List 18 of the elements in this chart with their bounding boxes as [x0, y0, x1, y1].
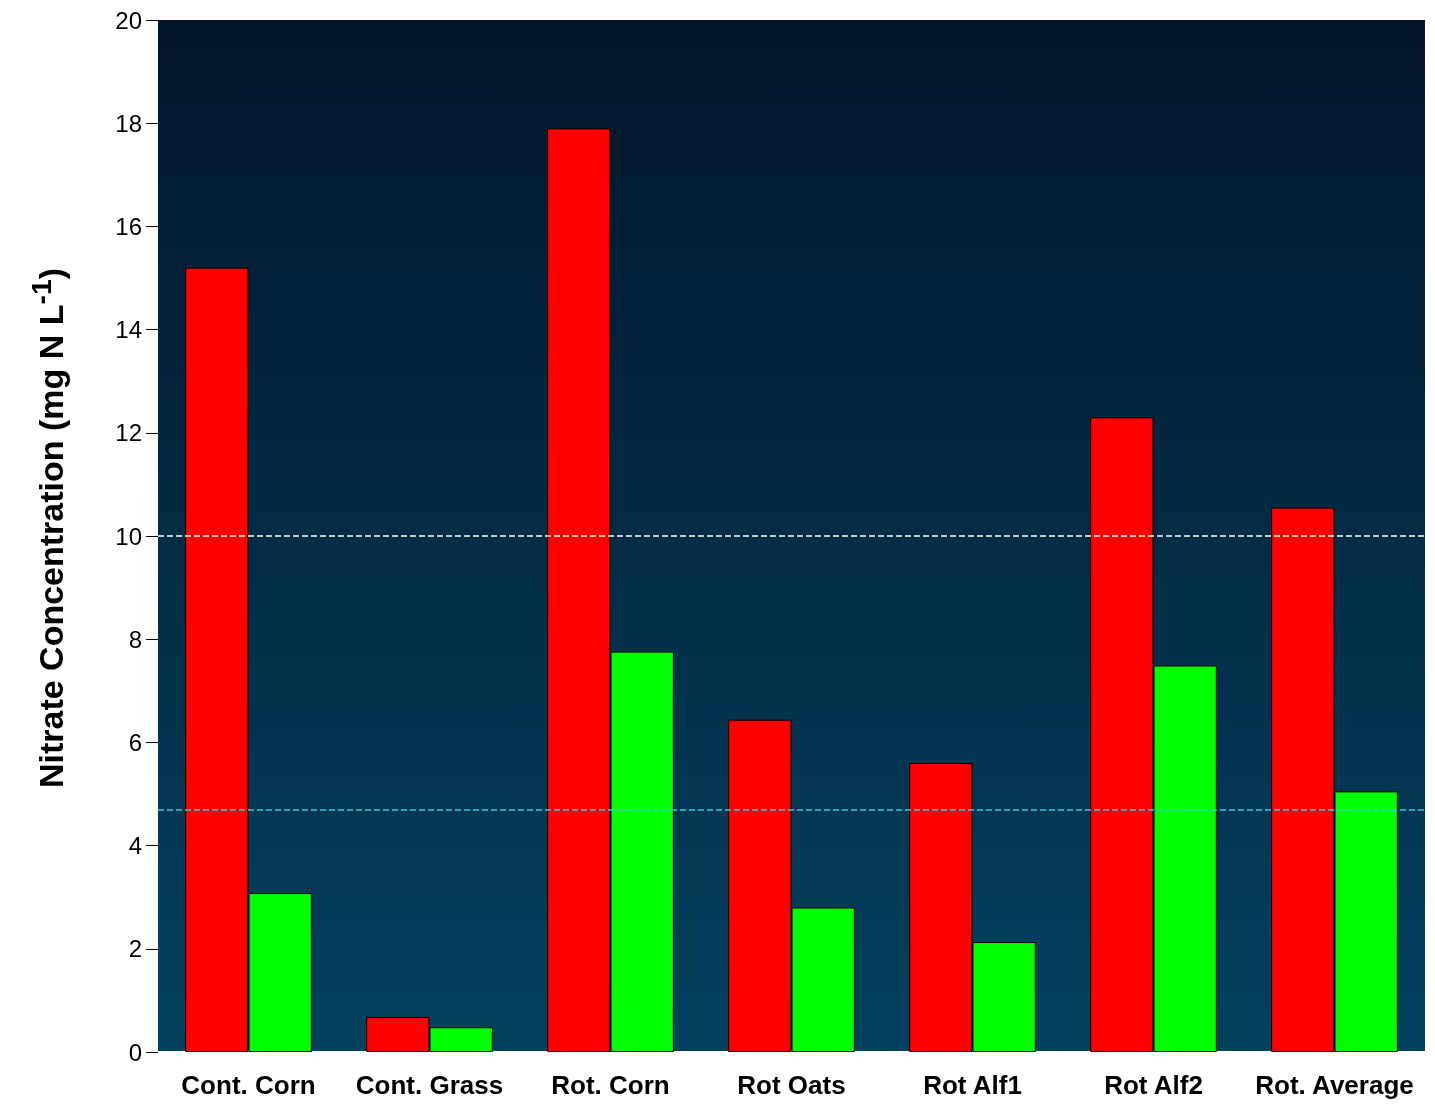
y-tick-label: 10 [115, 522, 142, 550]
x-tick-label: Rot Alf2 [1104, 1070, 1203, 1100]
y-tick-label: 18 [115, 109, 142, 137]
y-tick-label: 14 [115, 316, 142, 344]
x-tick-label: Cont. Grass [355, 1070, 504, 1100]
x-tick-label: Rot Oats [737, 1070, 846, 1100]
y-tick-label: 2 [128, 935, 142, 963]
x-tick-label: Cont. Corn [181, 1070, 316, 1100]
x-tick-label: Rot Alf1 [923, 1070, 1022, 1100]
x-tick-label: Rot. Average [1255, 1070, 1414, 1100]
y-tick-label: 8 [128, 625, 142, 653]
y-tick-label: 16 [115, 212, 142, 240]
y-tick-label: 20 [115, 6, 142, 34]
y-tick-label: 6 [128, 728, 142, 756]
y-tick-label: 12 [115, 419, 142, 447]
y-tick-label: 0 [128, 1038, 142, 1066]
x-tick-label: Rot. Corn [551, 1070, 670, 1100]
y-tick-label: 4 [128, 832, 142, 860]
